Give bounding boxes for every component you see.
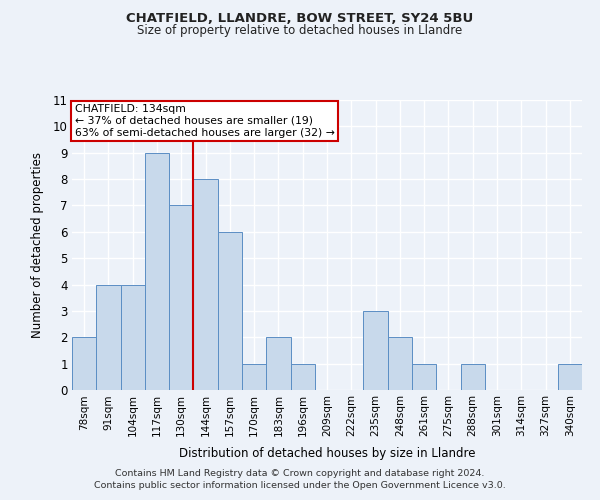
- Bar: [193, 179, 218, 390]
- Bar: [558, 364, 582, 390]
- Bar: [121, 284, 145, 390]
- Bar: [412, 364, 436, 390]
- Text: CHATFIELD, LLANDRE, BOW STREET, SY24 5BU: CHATFIELD, LLANDRE, BOW STREET, SY24 5BU: [127, 12, 473, 26]
- Text: Size of property relative to detached houses in Llandre: Size of property relative to detached ho…: [137, 24, 463, 37]
- Bar: [169, 206, 193, 390]
- Bar: [388, 338, 412, 390]
- X-axis label: Distribution of detached houses by size in Llandre: Distribution of detached houses by size …: [179, 448, 475, 460]
- Bar: [290, 364, 315, 390]
- Bar: [461, 364, 485, 390]
- Bar: [364, 311, 388, 390]
- Bar: [266, 338, 290, 390]
- Bar: [96, 284, 121, 390]
- Bar: [145, 152, 169, 390]
- Text: CHATFIELD: 134sqm
← 37% of detached houses are smaller (19)
63% of semi-detached: CHATFIELD: 134sqm ← 37% of detached hous…: [74, 104, 334, 138]
- Bar: [218, 232, 242, 390]
- Text: Contains public sector information licensed under the Open Government Licence v3: Contains public sector information licen…: [94, 481, 506, 490]
- Y-axis label: Number of detached properties: Number of detached properties: [31, 152, 44, 338]
- Bar: [72, 338, 96, 390]
- Text: Contains HM Land Registry data © Crown copyright and database right 2024.: Contains HM Land Registry data © Crown c…: [115, 468, 485, 477]
- Bar: [242, 364, 266, 390]
